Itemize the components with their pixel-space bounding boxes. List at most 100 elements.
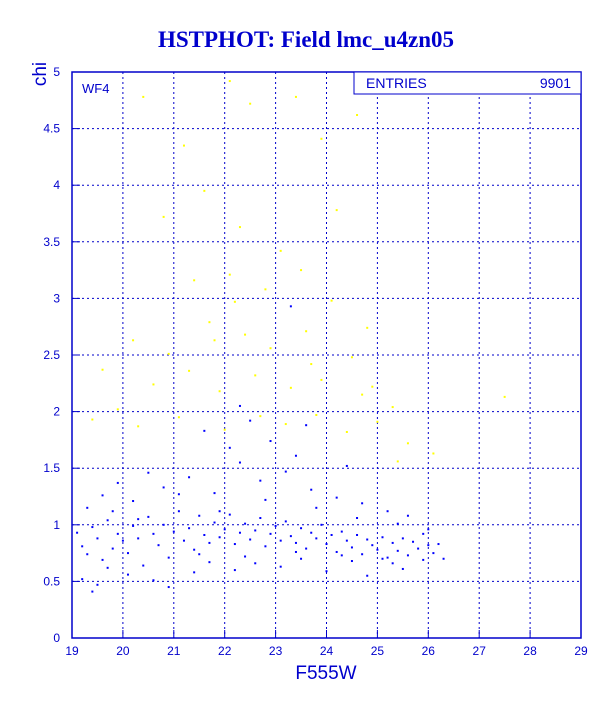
data-point (503, 395, 506, 398)
data-point (188, 527, 191, 530)
data-point (401, 567, 404, 570)
x-tick-label: 22 (218, 644, 232, 658)
data-point (228, 80, 231, 83)
data-point (177, 493, 180, 496)
data-point (137, 425, 140, 428)
y-axis-ticks: 0 0.5 1 1.5 2 2.5 3 3.5 4 4.5 5 (43, 65, 80, 645)
data-point (294, 550, 297, 553)
data-point (198, 514, 201, 517)
data-point (111, 510, 114, 513)
data-point (422, 532, 425, 535)
data-point (121, 539, 124, 542)
data-point (162, 523, 165, 526)
data-point (361, 553, 364, 556)
data-point (269, 347, 272, 350)
x-tick-label: 20 (116, 644, 130, 658)
x-tick-label: 26 (422, 644, 436, 658)
data-point (249, 419, 252, 422)
data-point (442, 557, 445, 560)
data-point (147, 515, 150, 518)
x-axis-ticks: 19 20 21 22 23 24 25 26 27 28 29 (65, 630, 588, 658)
data-point (116, 532, 119, 535)
data-point (96, 537, 99, 540)
data-point (432, 452, 435, 455)
data-point (289, 535, 292, 538)
stats-entries-value: 9901 (540, 75, 571, 91)
data-point (238, 226, 241, 229)
data-point (249, 102, 252, 105)
data-point (340, 554, 343, 557)
y-tick-label: 4 (53, 178, 60, 192)
data-point (396, 549, 399, 552)
data-point (182, 144, 185, 147)
data-point (137, 518, 140, 521)
data-point (310, 488, 313, 491)
data-point (366, 326, 369, 329)
data-point (233, 543, 236, 546)
data-point (76, 531, 79, 534)
data-point (325, 570, 328, 573)
data-point (386, 556, 389, 559)
data-point (106, 519, 109, 522)
grid-lines (72, 72, 581, 638)
data-point (371, 385, 374, 388)
data-point (167, 586, 170, 589)
data-point (366, 574, 369, 577)
chart-title: HSTPHOT: Field lmc_u4zn05 (158, 27, 454, 52)
y-tick-label: 0.5 (43, 574, 60, 588)
data-point (325, 543, 328, 546)
data-point (203, 189, 206, 192)
data-point (213, 521, 216, 524)
data-point (254, 562, 257, 565)
data-point (259, 517, 262, 520)
data-point (116, 408, 119, 411)
data-point (208, 561, 211, 564)
data-point (132, 339, 135, 342)
y-tick-label: 4.5 (43, 122, 60, 136)
data-point (223, 528, 226, 531)
data-point (376, 420, 379, 423)
data-point (259, 415, 262, 418)
data-point (284, 470, 287, 473)
data-point (142, 564, 145, 567)
data-point (417, 547, 420, 550)
data-point (249, 538, 252, 541)
data-point (320, 137, 323, 140)
data-point (152, 579, 155, 582)
data-point (289, 386, 292, 389)
data-point (188, 476, 191, 479)
data-point (300, 527, 303, 530)
data-point (361, 393, 364, 396)
y-tick-label: 1 (53, 518, 60, 532)
data-point (238, 531, 241, 534)
data-point (422, 558, 425, 561)
data-point (86, 553, 89, 556)
data-point (233, 569, 236, 572)
data-point (274, 524, 277, 527)
data-point (218, 536, 221, 539)
data-point (386, 510, 389, 513)
y-tick-label: 1.5 (43, 461, 60, 475)
data-point (223, 428, 226, 431)
data-point (289, 305, 292, 308)
data-point (177, 510, 180, 513)
data-point (264, 545, 267, 548)
data-point (427, 544, 430, 547)
data-point (198, 553, 201, 556)
data-point (264, 498, 267, 501)
x-tick-label: 19 (65, 644, 79, 658)
data-point (350, 356, 353, 359)
data-point (315, 506, 318, 509)
data-point (172, 530, 175, 533)
x-tick-label: 29 (574, 644, 588, 658)
panel-label: WF4 (82, 81, 109, 96)
data-point (366, 538, 369, 541)
data-point (228, 273, 231, 276)
data-point (345, 430, 348, 433)
data-point (356, 114, 359, 117)
data-point (356, 517, 359, 520)
data-point (137, 537, 140, 540)
x-axis-label: F555W (295, 663, 356, 684)
data-point (340, 530, 343, 533)
